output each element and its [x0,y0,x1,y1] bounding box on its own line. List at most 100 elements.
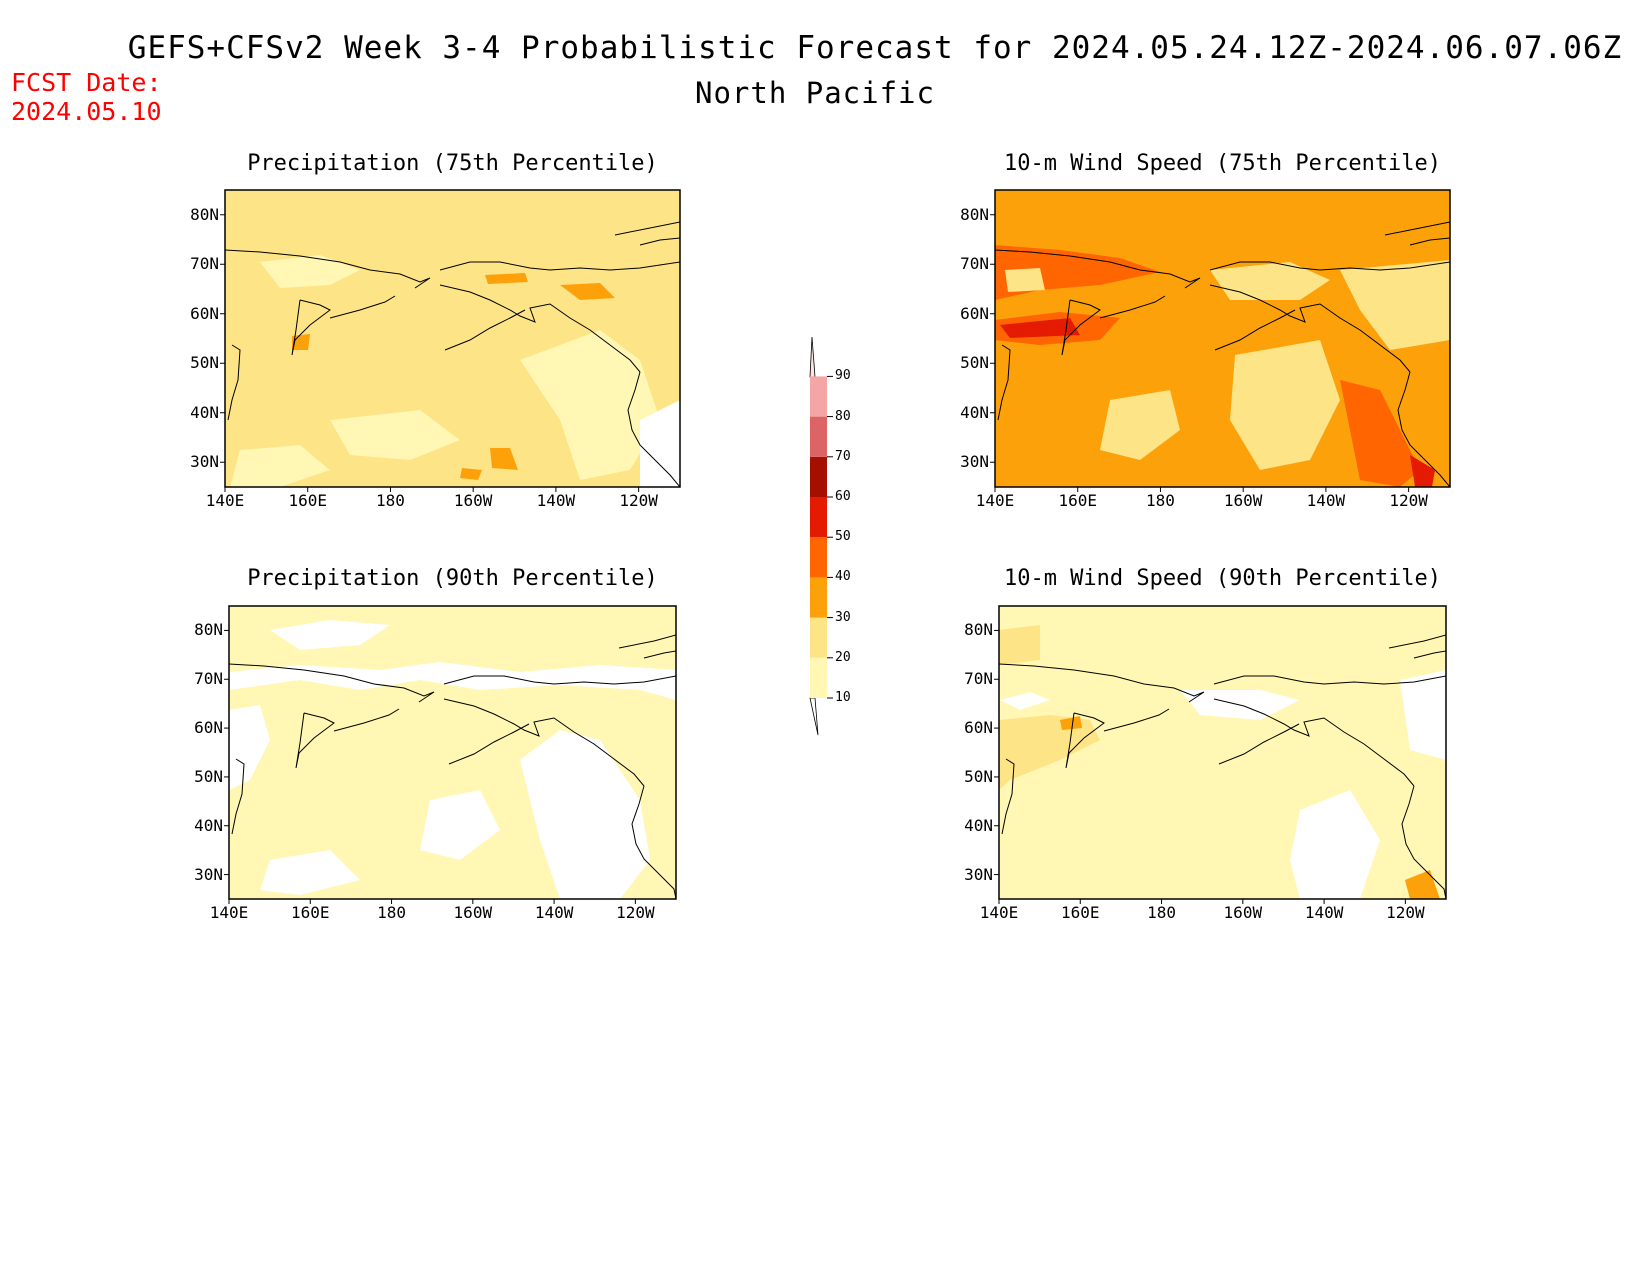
x-tick-label: 160E [288,491,327,510]
y-tick-label: 40N [960,402,989,422]
colorbar-box [810,657,827,698]
coastline-panel-2 [229,634,676,899]
x-tick-label: 120W [616,903,655,922]
wind90-patch-low [1290,790,1380,899]
panel-wind-90 [999,606,1446,899]
wind90-patch-low [1000,692,1050,710]
y-tick-label: 60N [194,718,223,738]
y-tick-label: 80N [960,204,989,224]
x-tick-label: 160E [1058,491,1097,510]
colorbar-label: 70 [835,448,851,464]
x-tick-label: 160W [1223,491,1263,510]
y-tick-label: 80N [964,620,993,640]
colorbar-box [810,497,827,538]
x-tick-label: 140E [209,903,249,922]
x-tick-label: 140W [1304,903,1344,922]
wind90-patch-low [1400,670,1446,760]
y-tick-label: 70N [964,669,993,689]
precip75-patch-min [640,400,680,487]
y-tick-label: 50N [960,353,989,373]
y-tick-label: 30N [964,864,993,884]
forecast-date-block: FCST Date: 2024.05.10 [11,68,162,126]
y-tick-label: 30N [194,864,223,884]
y-tick-label: 70N [190,254,219,274]
panel-frame [994,189,1451,488]
panel-title-precip-90: Precipitation (90th Percentile) [247,566,658,591]
y-tick-label: 40N [194,815,223,835]
wind75-patch-20-30 [1230,340,1340,470]
y-tick-label: 70N [960,254,989,274]
y-tick-label: 30N [190,452,219,472]
main-title: GEFS+CFSv2 Week 3-4 Probabilistic Foreca… [127,30,1623,66]
x-tick-label: 140E [975,491,1015,510]
precip90-patch-low [270,620,390,650]
colorbar-label: 80 [835,408,851,424]
wind90-patch-20-30 [999,715,1100,790]
colorbar-box [810,537,827,578]
x-tick-label: 180 [1147,903,1176,922]
y-tick-label: 60N [960,303,989,323]
precip90-patch-low [420,790,500,860]
precip75-patch-high [490,448,518,470]
precip90-patch-low [260,850,360,895]
wind75-patch-40-50 [1340,380,1420,487]
y-tick-label: 50N [964,766,993,786]
precip75-patch-low [330,410,460,460]
y-tick-label: 70N [194,669,223,689]
precip75-patch-high [560,283,615,300]
y-tick-label: 40N [964,815,993,835]
panel-precip-75 [225,190,680,487]
precip75-patch-low [230,445,330,487]
x-tick-label: 160E [1061,903,1100,922]
precip90-patch-low [229,662,676,700]
colorbar-bottom-arrow [809,697,819,736]
forecast-date-label: FCST Date: [11,68,162,97]
wind75-patch-20-30 [1210,262,1330,300]
x-tick-label: 120W [1386,903,1425,922]
x-tick-label: 140E [205,491,245,510]
precip75-patch-high [485,273,528,284]
y-tick-label: 50N [194,766,223,786]
panel-title-wind-75: 10-m Wind Speed (75th Percentile) [1003,151,1442,176]
x-tick-label: 160W [453,491,493,510]
colorbar [809,336,833,736]
wind75-patch-20-30 [1005,268,1045,292]
x-tick-label: 160W [453,903,493,922]
axis-ticks [220,214,1410,904]
wind75-patch-50-60 [1410,455,1435,487]
colorbar-box [810,577,827,618]
y-tick-label: 40N [190,402,219,422]
wind90-patch-30-40 [1060,716,1082,730]
x-tick-label: 180 [376,491,405,510]
colorbar-label: 30 [835,609,851,625]
colorbar-label: 60 [835,489,851,504]
colorbar-box [810,617,827,658]
y-tick-label: 50N [190,353,219,373]
panel-frame [224,189,681,488]
precip90-patch-low [229,705,270,790]
precip75-patch-low [260,255,360,288]
x-tick-label: 180 [377,903,406,922]
wind75-patch-20-30 [1340,260,1450,350]
panel-title-wind-90: 10-m Wind Speed (90th Percentile) [1003,566,1442,591]
colorbar-label: 40 [835,569,851,585]
x-tick-label: 140W [1306,491,1346,510]
y-tick-label: 80N [190,204,219,224]
colorbar-box [810,416,827,457]
wind90-patch-20-30 [999,625,1040,665]
forecast-date-value: 2024.05.10 [11,97,162,126]
x-tick-label: 120W [1389,491,1428,510]
coastline-panel-0 [225,221,680,487]
colorbar-label: 20 [835,649,851,665]
precip75-arctic-band [225,190,680,238]
coastline-panel-1 [995,221,1450,487]
y-tick-label: 60N [190,303,219,323]
panel-frame [998,605,1447,900]
x-tick-label: 120W [619,491,658,510]
y-tick-label: 60N [964,718,993,738]
colorbar-box [810,456,827,497]
panel-precip-90 [229,606,676,899]
precip75-patch-low [520,330,660,480]
panel-frame [228,605,677,900]
colorbar-label: 50 [835,529,851,545]
